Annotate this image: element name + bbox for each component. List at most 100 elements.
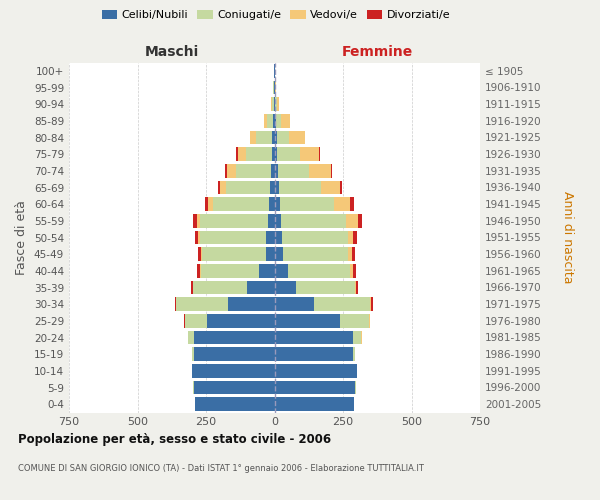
Bar: [370, 298, 371, 311]
Bar: [194, 380, 275, 394]
Bar: [275, 398, 354, 411]
Bar: [275, 348, 353, 361]
Bar: [185, 314, 208, 328]
Bar: [322, 180, 340, 194]
Bar: [201, 248, 202, 261]
Bar: [272, 98, 274, 111]
Bar: [275, 264, 287, 278]
Bar: [275, 380, 355, 394]
Bar: [278, 164, 309, 177]
Bar: [346, 214, 358, 228]
Bar: [202, 248, 266, 261]
Bar: [194, 348, 275, 361]
Bar: [277, 148, 300, 161]
Bar: [266, 230, 275, 244]
Bar: [275, 314, 340, 328]
Bar: [269, 198, 275, 211]
Bar: [309, 164, 331, 177]
Bar: [259, 264, 275, 278]
Bar: [228, 298, 275, 311]
Bar: [236, 148, 238, 161]
Bar: [199, 230, 200, 244]
Bar: [193, 364, 275, 378]
Text: Maschi: Maschi: [145, 45, 199, 59]
Bar: [275, 248, 283, 261]
Bar: [271, 180, 275, 194]
Bar: [194, 330, 275, 344]
Bar: [236, 164, 271, 177]
Bar: [193, 214, 197, 228]
Bar: [193, 280, 247, 294]
Bar: [271, 164, 275, 177]
Bar: [275, 98, 277, 111]
Bar: [213, 198, 269, 211]
Bar: [218, 180, 220, 194]
Bar: [348, 248, 352, 261]
Bar: [175, 298, 176, 311]
Bar: [176, 298, 228, 311]
Bar: [355, 280, 356, 294]
Bar: [276, 114, 281, 128]
Bar: [331, 164, 332, 177]
Bar: [296, 280, 355, 294]
Bar: [371, 298, 373, 311]
Bar: [289, 130, 305, 144]
Bar: [265, 114, 267, 128]
Bar: [356, 280, 358, 294]
Bar: [348, 230, 353, 244]
Bar: [208, 198, 213, 211]
Bar: [281, 230, 348, 244]
Bar: [197, 264, 200, 278]
Bar: [353, 230, 357, 244]
Bar: [227, 164, 236, 177]
Bar: [250, 130, 256, 144]
Bar: [275, 114, 276, 128]
Bar: [281, 114, 290, 128]
Text: COMUNE DI SAN GIORGIO IONICO (TA) - Dati ISTAT 1° gennaio 2006 - Elaborazione TU: COMUNE DI SAN GIORGIO IONICO (TA) - Dati…: [18, 464, 424, 473]
Text: Popolazione per età, sesso e stato civile - 2006: Popolazione per età, sesso e stato civil…: [18, 432, 331, 446]
Bar: [226, 180, 271, 194]
Bar: [272, 148, 275, 161]
Bar: [275, 198, 280, 211]
Bar: [200, 264, 259, 278]
Bar: [247, 280, 275, 294]
Bar: [353, 330, 361, 344]
Bar: [350, 198, 353, 211]
Bar: [319, 148, 320, 161]
Text: Femmine: Femmine: [341, 45, 413, 59]
Y-axis label: Fasce di età: Fasce di età: [16, 200, 28, 275]
Bar: [275, 130, 277, 144]
Bar: [256, 130, 272, 144]
Bar: [200, 230, 266, 244]
Bar: [238, 148, 246, 161]
Bar: [277, 98, 279, 111]
Bar: [353, 348, 355, 361]
Legend: Celibi/Nubili, Coniugati/e, Vedovi/e, Divorziati/e: Celibi/Nubili, Coniugati/e, Vedovi/e, Di…: [97, 6, 455, 25]
Bar: [271, 98, 272, 111]
Bar: [275, 364, 356, 378]
Bar: [340, 180, 343, 194]
Bar: [334, 198, 350, 211]
Bar: [197, 214, 200, 228]
Bar: [195, 398, 275, 411]
Bar: [281, 214, 346, 228]
Bar: [314, 298, 370, 311]
Bar: [275, 330, 353, 344]
Bar: [275, 280, 296, 294]
Bar: [208, 314, 275, 328]
Bar: [274, 98, 275, 111]
Bar: [275, 164, 278, 177]
Bar: [275, 148, 277, 161]
Bar: [275, 298, 314, 311]
Bar: [196, 230, 199, 244]
Bar: [340, 314, 369, 328]
Bar: [199, 248, 201, 261]
Bar: [191, 280, 193, 294]
Bar: [226, 164, 227, 177]
Bar: [352, 248, 355, 261]
Bar: [272, 130, 275, 144]
Bar: [358, 214, 362, 228]
Bar: [283, 248, 348, 261]
Bar: [280, 198, 334, 211]
Bar: [267, 114, 273, 128]
